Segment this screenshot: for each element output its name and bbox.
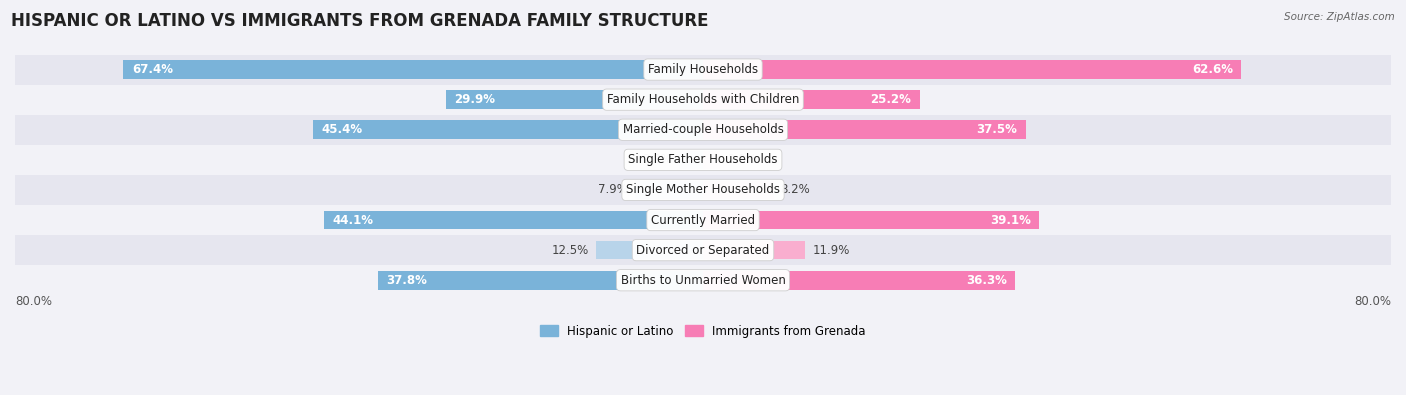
Text: 8.2%: 8.2%: [780, 183, 810, 196]
Bar: [446, 90, 703, 109]
Bar: [703, 271, 1015, 290]
Bar: [703, 211, 1039, 229]
Text: 45.4%: 45.4%: [321, 123, 363, 136]
Text: 80.0%: 80.0%: [15, 295, 52, 308]
Text: 37.5%: 37.5%: [976, 123, 1017, 136]
Text: 37.8%: 37.8%: [387, 274, 427, 287]
Bar: [703, 60, 1241, 79]
Text: Family Households with Children: Family Households with Children: [607, 93, 799, 106]
Text: Source: ZipAtlas.com: Source: ZipAtlas.com: [1284, 12, 1395, 22]
Text: Married-couple Households: Married-couple Households: [623, 123, 783, 136]
Text: 29.9%: 29.9%: [454, 93, 495, 106]
Bar: [378, 271, 703, 290]
Text: Family Households: Family Households: [648, 63, 758, 76]
Bar: [596, 241, 703, 260]
Text: 12.5%: 12.5%: [551, 244, 589, 257]
Bar: [15, 145, 1391, 175]
Bar: [703, 90, 920, 109]
Text: 67.4%: 67.4%: [132, 63, 173, 76]
Text: 62.6%: 62.6%: [1192, 63, 1233, 76]
Text: Births to Unmarried Women: Births to Unmarried Women: [620, 274, 786, 287]
Text: 2.0%: 2.0%: [727, 153, 756, 166]
Text: Divorced or Separated: Divorced or Separated: [637, 244, 769, 257]
Text: 7.9%: 7.9%: [599, 183, 628, 196]
Bar: [15, 235, 1391, 265]
Bar: [703, 120, 1025, 139]
Legend: Hispanic or Latino, Immigrants from Grenada: Hispanic or Latino, Immigrants from Gren…: [536, 320, 870, 342]
Text: Single Mother Households: Single Mother Households: [626, 183, 780, 196]
Bar: [679, 150, 703, 169]
Bar: [703, 181, 773, 199]
Bar: [703, 241, 806, 260]
Bar: [124, 60, 703, 79]
Bar: [312, 120, 703, 139]
Bar: [15, 205, 1391, 235]
Bar: [636, 181, 703, 199]
Text: 11.9%: 11.9%: [813, 244, 849, 257]
Text: 25.2%: 25.2%: [870, 93, 911, 106]
Bar: [15, 265, 1391, 295]
Bar: [703, 150, 720, 169]
Text: Currently Married: Currently Married: [651, 214, 755, 227]
Bar: [15, 85, 1391, 115]
Bar: [15, 55, 1391, 85]
Text: 80.0%: 80.0%: [1354, 295, 1391, 308]
Bar: [15, 175, 1391, 205]
Text: 39.1%: 39.1%: [990, 214, 1031, 227]
Bar: [323, 211, 703, 229]
Text: HISPANIC OR LATINO VS IMMIGRANTS FROM GRENADA FAMILY STRUCTURE: HISPANIC OR LATINO VS IMMIGRANTS FROM GR…: [11, 12, 709, 30]
Text: Single Father Households: Single Father Households: [628, 153, 778, 166]
Text: 2.8%: 2.8%: [643, 153, 672, 166]
Bar: [15, 115, 1391, 145]
Text: 44.1%: 44.1%: [332, 214, 374, 227]
Text: 36.3%: 36.3%: [966, 274, 1007, 287]
